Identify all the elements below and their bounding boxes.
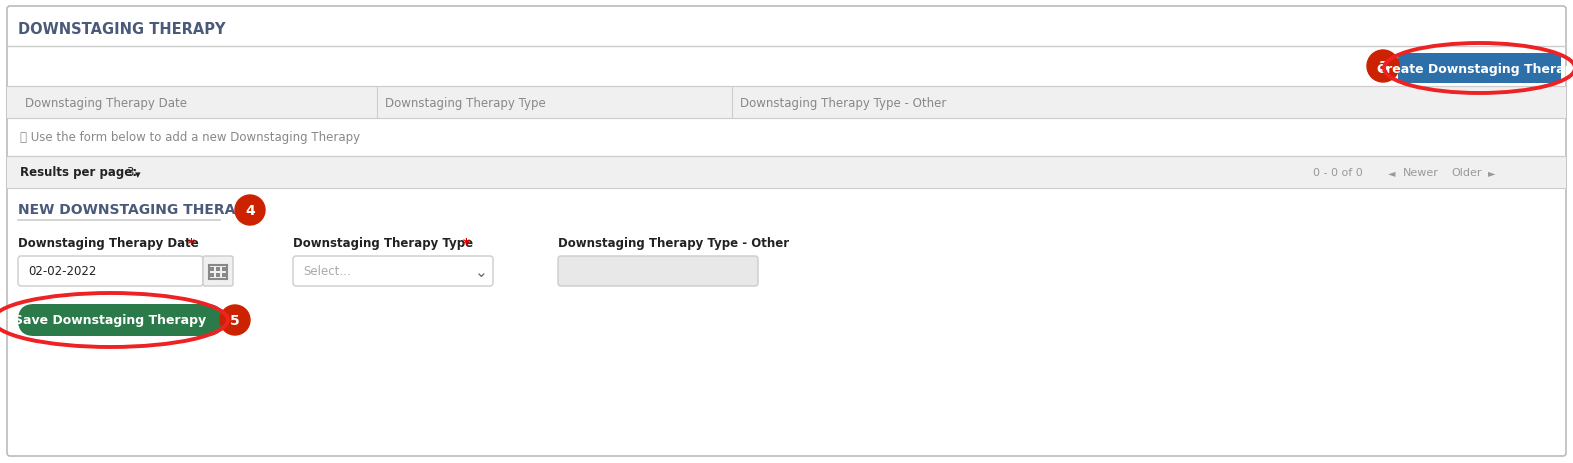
Text: 4: 4 [245, 204, 255, 218]
Text: Select...: Select... [304, 265, 351, 278]
Text: Downstaging Therapy Type: Downstaging Therapy Type [385, 96, 546, 109]
Text: ⌄: ⌄ [475, 265, 488, 280]
Text: *: * [458, 237, 470, 250]
Text: 02-02-2022: 02-02-2022 [28, 265, 96, 278]
Circle shape [234, 195, 264, 225]
Text: 0 - 0 of 0: 0 - 0 of 0 [1313, 168, 1362, 178]
Text: Downstaging Therapy Type - Other: Downstaging Therapy Type - Other [558, 237, 790, 250]
Text: ⓘ Use the form below to add a new Downstaging Therapy: ⓘ Use the form below to add a new Downst… [20, 131, 360, 144]
FancyBboxPatch shape [211, 274, 214, 277]
Text: ◄: ◄ [1387, 168, 1395, 178]
Text: Downstaging Therapy Date: Downstaging Therapy Date [17, 237, 198, 250]
Text: Create Downstaging Therapy: Create Downstaging Therapy [1378, 63, 1573, 75]
Text: Downstaging Therapy Date: Downstaging Therapy Date [25, 96, 187, 109]
Text: Older: Older [1450, 168, 1482, 178]
Text: Save Downstaging Therapy: Save Downstaging Therapy [14, 314, 206, 327]
Text: 3: 3 [126, 166, 134, 179]
FancyBboxPatch shape [203, 257, 233, 287]
FancyBboxPatch shape [6, 87, 1567, 119]
Circle shape [220, 305, 250, 335]
FancyBboxPatch shape [216, 274, 220, 277]
Text: *: * [182, 237, 195, 250]
Text: 3: 3 [1378, 60, 1387, 74]
FancyBboxPatch shape [216, 268, 220, 271]
FancyBboxPatch shape [6, 156, 1567, 188]
Text: ▾: ▾ [135, 169, 140, 180]
FancyBboxPatch shape [558, 257, 758, 287]
Circle shape [1367, 51, 1398, 83]
FancyBboxPatch shape [6, 7, 1567, 456]
FancyBboxPatch shape [222, 268, 227, 271]
FancyBboxPatch shape [17, 304, 223, 336]
FancyBboxPatch shape [293, 257, 492, 287]
Text: ►: ► [1488, 168, 1496, 178]
FancyBboxPatch shape [222, 274, 227, 277]
FancyBboxPatch shape [1398, 54, 1560, 84]
Text: Newer: Newer [1403, 168, 1439, 178]
Text: NEW DOWNSTAGING THERAPY: NEW DOWNSTAGING THERAPY [17, 202, 256, 217]
Text: Downstaging Therapy Type - Other: Downstaging Therapy Type - Other [739, 96, 947, 109]
Text: Downstaging Therapy Type: Downstaging Therapy Type [293, 237, 473, 250]
Text: 5: 5 [230, 313, 239, 327]
Text: DOWNSTAGING THERAPY: DOWNSTAGING THERAPY [17, 22, 225, 37]
FancyBboxPatch shape [211, 268, 214, 271]
FancyBboxPatch shape [17, 257, 203, 287]
Text: Results per page:: Results per page: [20, 166, 137, 179]
